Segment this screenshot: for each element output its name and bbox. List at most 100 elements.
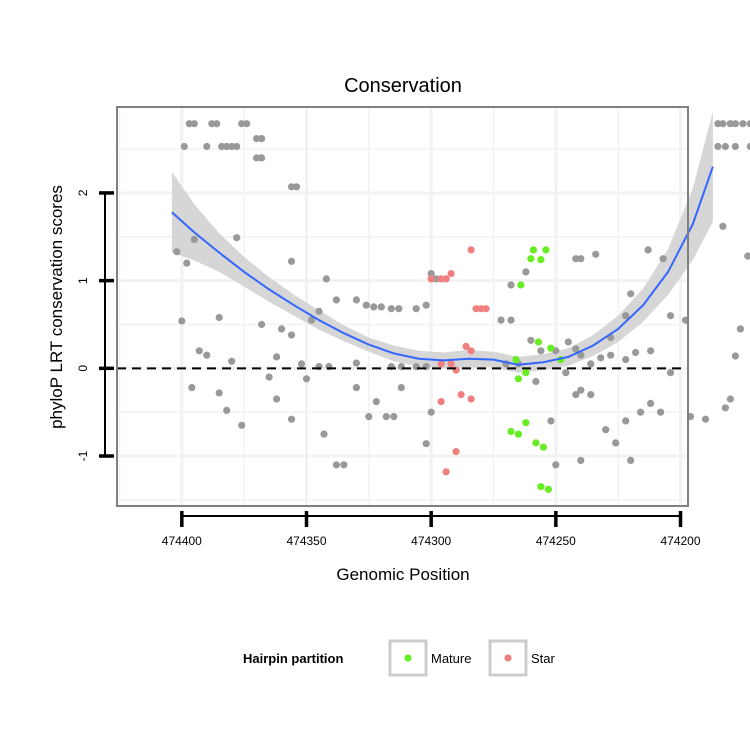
x-axis: 474400 474350 474300 474250 474200 — [162, 511, 701, 548]
data-point-other — [215, 389, 223, 397]
confidence-ribbon-layer — [171, 111, 713, 373]
data-point-star — [477, 305, 485, 313]
data-point-mature — [537, 483, 545, 491]
data-point-other — [377, 303, 385, 311]
data-point-other — [382, 413, 390, 421]
legend-label-mature: Mature — [431, 651, 471, 666]
data-point-star — [457, 391, 465, 399]
data-point-other — [190, 120, 198, 128]
data-point-other — [422, 440, 430, 448]
data-point-star — [437, 398, 445, 406]
legend-label-star: Star — [531, 651, 556, 666]
legend-key-box — [388, 639, 428, 677]
data-point-other — [622, 356, 630, 364]
data-point-other — [322, 275, 330, 283]
data-point-star — [482, 305, 490, 313]
data-point-other — [647, 399, 655, 407]
data-point-other — [592, 250, 600, 258]
data-point-mature — [522, 369, 530, 377]
data-point-other — [233, 142, 241, 151]
data-point-other — [258, 320, 266, 329]
data-point-star — [437, 275, 445, 283]
data-point-other — [238, 421, 246, 429]
data-point-other — [238, 120, 246, 128]
data-point-other — [362, 301, 370, 309]
data-point-star — [442, 468, 450, 476]
data-point-other — [659, 255, 667, 263]
y-tick-label: 2 — [76, 189, 90, 196]
data-point-other — [744, 252, 750, 260]
data-point-other — [577, 456, 585, 464]
data-point-other — [612, 439, 620, 447]
data-point-other — [372, 398, 380, 406]
x-tick-label: 474250 — [536, 534, 576, 548]
data-point-other — [178, 317, 186, 325]
data-point-other — [297, 360, 306, 368]
data-point-other — [666, 369, 675, 377]
data-point-star — [427, 275, 435, 283]
y-axis-title: phyloP LRT conservation scores — [47, 185, 66, 429]
data-point-other — [726, 120, 735, 128]
data-point-other — [265, 373, 273, 381]
data-point-other — [315, 307, 323, 315]
data-point-mature — [514, 430, 523, 438]
data-point-other — [188, 384, 196, 392]
data-point-star — [467, 395, 475, 403]
data-point-other — [223, 406, 231, 414]
data-point-other — [302, 375, 311, 383]
data-point-other — [721, 404, 730, 412]
panel-background — [117, 107, 688, 506]
data-point-mature — [512, 356, 520, 364]
data-point-mature — [547, 344, 555, 352]
data-point-other — [622, 312, 630, 320]
data-point-other — [537, 347, 545, 355]
data-point-other — [666, 312, 675, 320]
data-point-other — [395, 305, 403, 313]
confidence-ribbon — [171, 111, 713, 373]
data-point-other — [731, 142, 740, 151]
data-point-other — [287, 331, 296, 339]
data-point-other — [721, 142, 730, 151]
data-point-other — [577, 255, 585, 263]
legend: Hairpin partition Mature Star — [243, 639, 556, 677]
points-layer — [173, 120, 750, 493]
legend-key-star-dot — [504, 654, 512, 662]
data-point-other — [352, 384, 360, 392]
data-point-other — [253, 135, 261, 143]
data-point-other — [258, 154, 266, 162]
data-point-mature — [534, 338, 543, 346]
data-point-other — [607, 351, 615, 359]
data-point-other — [719, 120, 727, 128]
x-tick-label: 474400 — [162, 534, 202, 548]
data-point-other — [183, 259, 191, 267]
legend-entry-star: Star — [488, 639, 556, 677]
data-point-other — [365, 413, 373, 421]
data-point-other — [180, 142, 188, 151]
data-point-other — [714, 142, 722, 151]
data-point-other — [287, 183, 296, 191]
data-point-other — [507, 316, 515, 324]
data-point-other — [587, 360, 595, 368]
data-point-other — [412, 305, 420, 313]
data-point-other — [352, 359, 360, 367]
chart-title: Conservation — [344, 75, 462, 97]
data-point-star — [467, 347, 475, 355]
data-point-other — [564, 338, 572, 346]
x-tick-label: 474350 — [286, 534, 326, 548]
data-point-other — [203, 351, 211, 359]
smooth-line-layer — [171, 166, 714, 366]
data-point-other — [746, 142, 750, 151]
y-axis: -1 0 1 2 — [76, 189, 114, 461]
data-point-other — [233, 234, 241, 242]
data-point-other — [622, 417, 630, 425]
data-point-star — [462, 342, 470, 350]
data-point-star — [442, 275, 450, 283]
data-point-other — [739, 120, 747, 128]
data-point-other — [572, 391, 580, 399]
data-point-other — [243, 120, 251, 128]
legend-key-mature-dot — [404, 654, 412, 662]
data-point-mature — [514, 375, 523, 383]
data-point-other — [307, 316, 316, 324]
data-point-other — [253, 154, 261, 162]
